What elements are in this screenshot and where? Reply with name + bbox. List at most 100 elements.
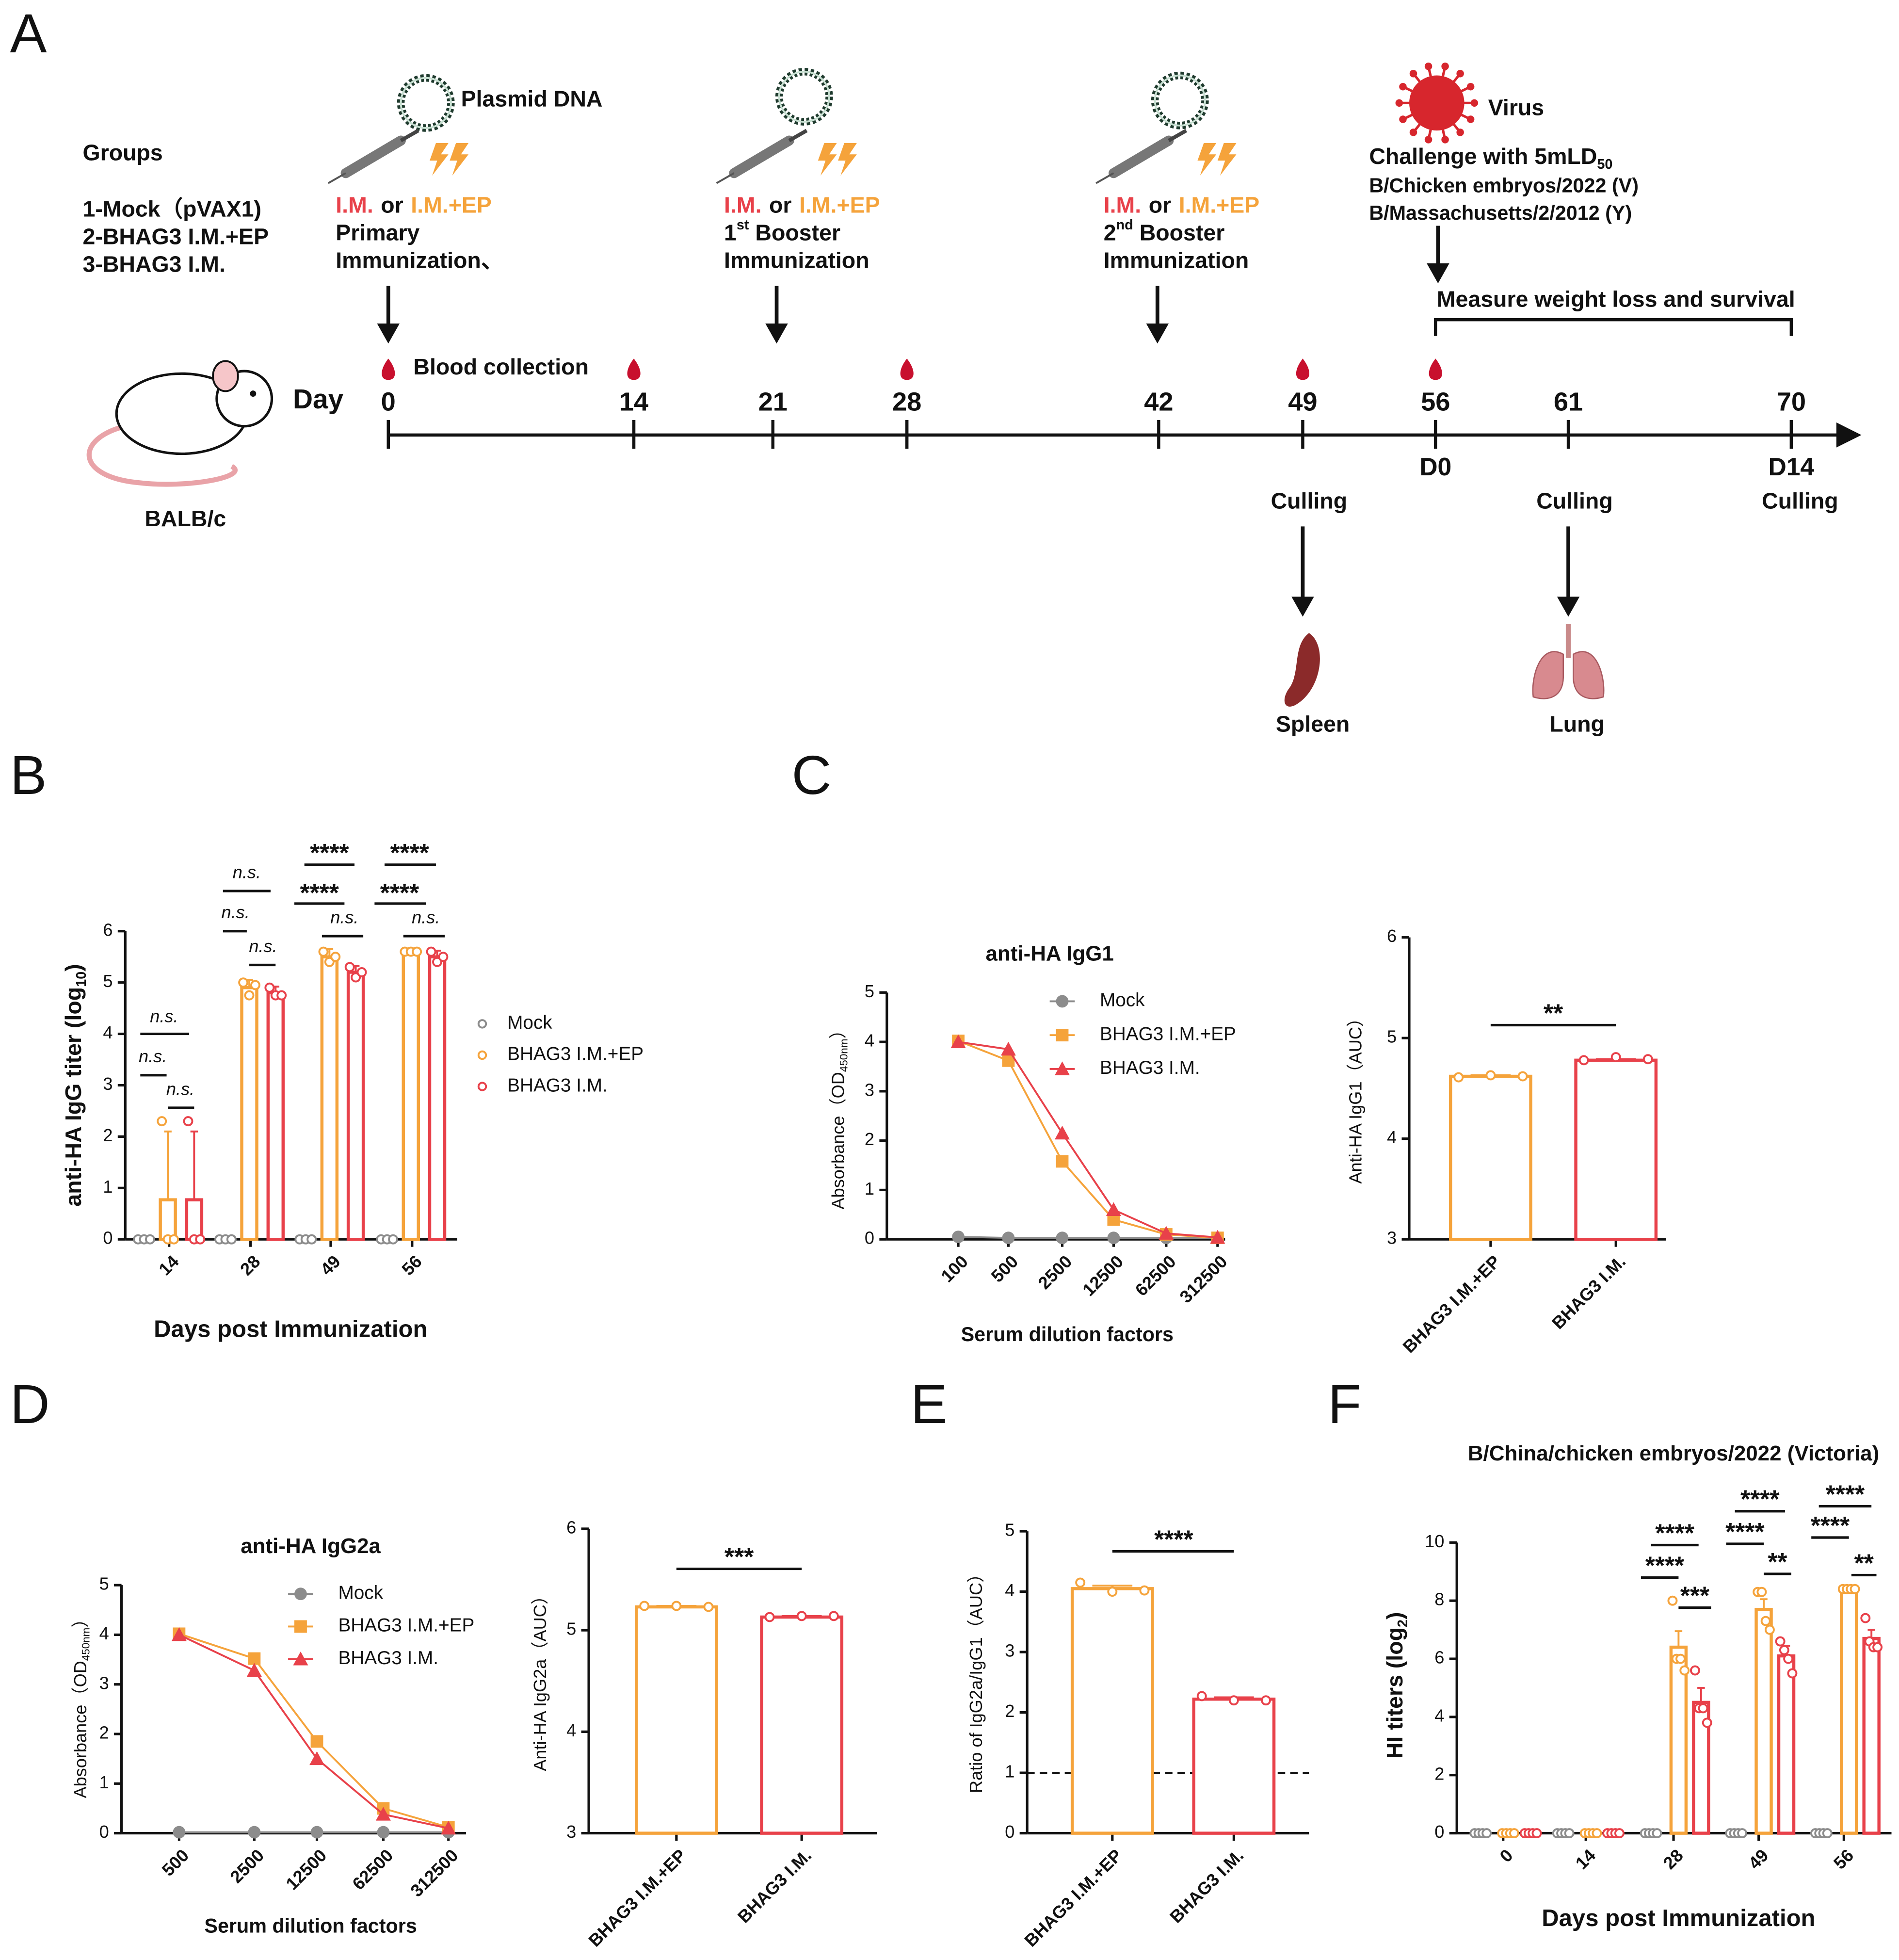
day-mark: D14 [1768,453,1814,481]
y-tick-label: 5 [566,1619,576,1639]
significance-label: **** [310,839,349,867]
bar [346,971,365,1241]
text-part: 1 [724,220,737,245]
y-axis-label: Absorbance（OD450nm） [828,1021,850,1209]
day-number: 28 [892,388,921,417]
virus-spike [1409,129,1417,136]
text-part: st [737,217,749,233]
x-axis-label: Serum dilution factors [961,1323,1174,1345]
x-tick-label: BHAG3 I.M.+EP [1020,1845,1126,1950]
strain-label: B/Massachusetts/2/2012 (Y) [1369,202,1632,224]
y-tick-label: 2 [1005,1701,1014,1721]
virus-spike [1409,69,1417,78]
data-point [1564,1828,1575,1839]
data-point [318,946,329,957]
marker [1054,1061,1070,1075]
data-point [1698,1703,1708,1714]
bar [1574,1058,1658,1241]
measure-label: Measure weight loss and survival [1437,287,1795,312]
data-point [1481,1828,1492,1839]
marker [246,1663,262,1677]
x-tick-label: 312500 [1175,1251,1231,1307]
marker [1002,1231,1015,1245]
data-point [1675,1653,1686,1664]
route: I.M.+EP [1179,193,1260,218]
y-tick-label: 6 [1387,926,1397,946]
virus-spike [1399,82,1407,91]
bar [240,986,258,1241]
y-tick-label: 5 [1387,1027,1397,1047]
y-tick-label: 1 [103,1177,113,1197]
x-tick-label: BHAG3 I.M. [734,1845,815,1927]
data-point [1610,1052,1621,1063]
lightning [838,143,857,176]
virus-spike [1399,115,1407,123]
significance-label: *** [1680,1582,1710,1610]
bar [1449,1074,1532,1241]
data-point [1783,1653,1794,1664]
legend-label: Mock [338,1582,383,1603]
data-point [1578,1055,1589,1066]
syringe-needle [1095,172,1114,184]
significance-label: ** [1544,999,1563,1027]
text-part: Anti-HA IgG1（AUC） [1345,1009,1365,1184]
panel-label: F [1328,1374,1361,1435]
data-point [1075,1577,1086,1588]
y-tick-label: 8 [1434,1589,1444,1609]
virus-spike [1441,136,1449,144]
x-tick-label: BHAG3 I.M. [1166,1845,1247,1927]
data-point [250,980,260,990]
text-part: nd [1116,217,1133,233]
y-tick-label: 5 [103,971,113,991]
syringe-needle [327,172,346,184]
bar [1839,1587,1858,1835]
marker [310,1826,323,1839]
marker [173,1826,186,1839]
x-axis-label: Days post Immunization [1542,1905,1815,1931]
marker [1107,1231,1120,1245]
plasmid-icon [400,77,452,129]
y-tick-label: 1 [1005,1762,1014,1782]
bracket [1434,318,1793,336]
arrow-head [1427,263,1449,284]
data-point [426,946,436,957]
data-point [1517,1071,1528,1082]
data-point [306,1234,317,1245]
route: I.M. [1104,193,1141,218]
data-point [412,946,422,957]
data-point [1850,1584,1860,1594]
legend-label: BHAG3 I.M. [1100,1057,1200,1078]
virus-spike [1441,63,1449,70]
significance-label: **** [1826,1480,1865,1508]
data-point [1822,1828,1833,1839]
y-tick-label: 4 [99,1623,109,1643]
significance-label: ** [1768,1548,1787,1576]
marker [310,1735,323,1748]
significance-label: n.s. [249,936,277,956]
marker [1210,1230,1225,1244]
text-part: 50 [1597,157,1612,172]
text-part: ) [1382,1612,1407,1619]
marker [950,1034,966,1049]
y-axis-label: Anti-HA IgG1（AUC） [1345,1009,1365,1184]
bar [760,1615,844,1835]
significance-label: n.s. [150,1006,178,1026]
data-point [639,1601,650,1611]
legend-label: Mock [507,1012,552,1033]
line [958,1236,1218,1239]
marker [1159,1226,1174,1240]
y-axis-label: anti-HA IgG titer (log10) [61,964,89,1206]
virus-spike [1466,115,1475,123]
chart-title: anti-HA IgG1 [986,941,1114,965]
marker [248,1652,261,1665]
virus-spike [1470,99,1479,107]
organ-label: Spleen [1276,711,1350,736]
data-point [1787,1668,1798,1679]
virus-icon [1409,75,1464,131]
x-tick-label: 500 [987,1251,1022,1286]
virus-spike [1456,69,1464,78]
x-tick-label: 14 [1572,1845,1599,1873]
route-label: I.M. or I.M.+EP [1104,193,1260,218]
legend-label: BHAG3 I.M.+EP [338,1615,474,1636]
arrow-head [1291,597,1314,617]
